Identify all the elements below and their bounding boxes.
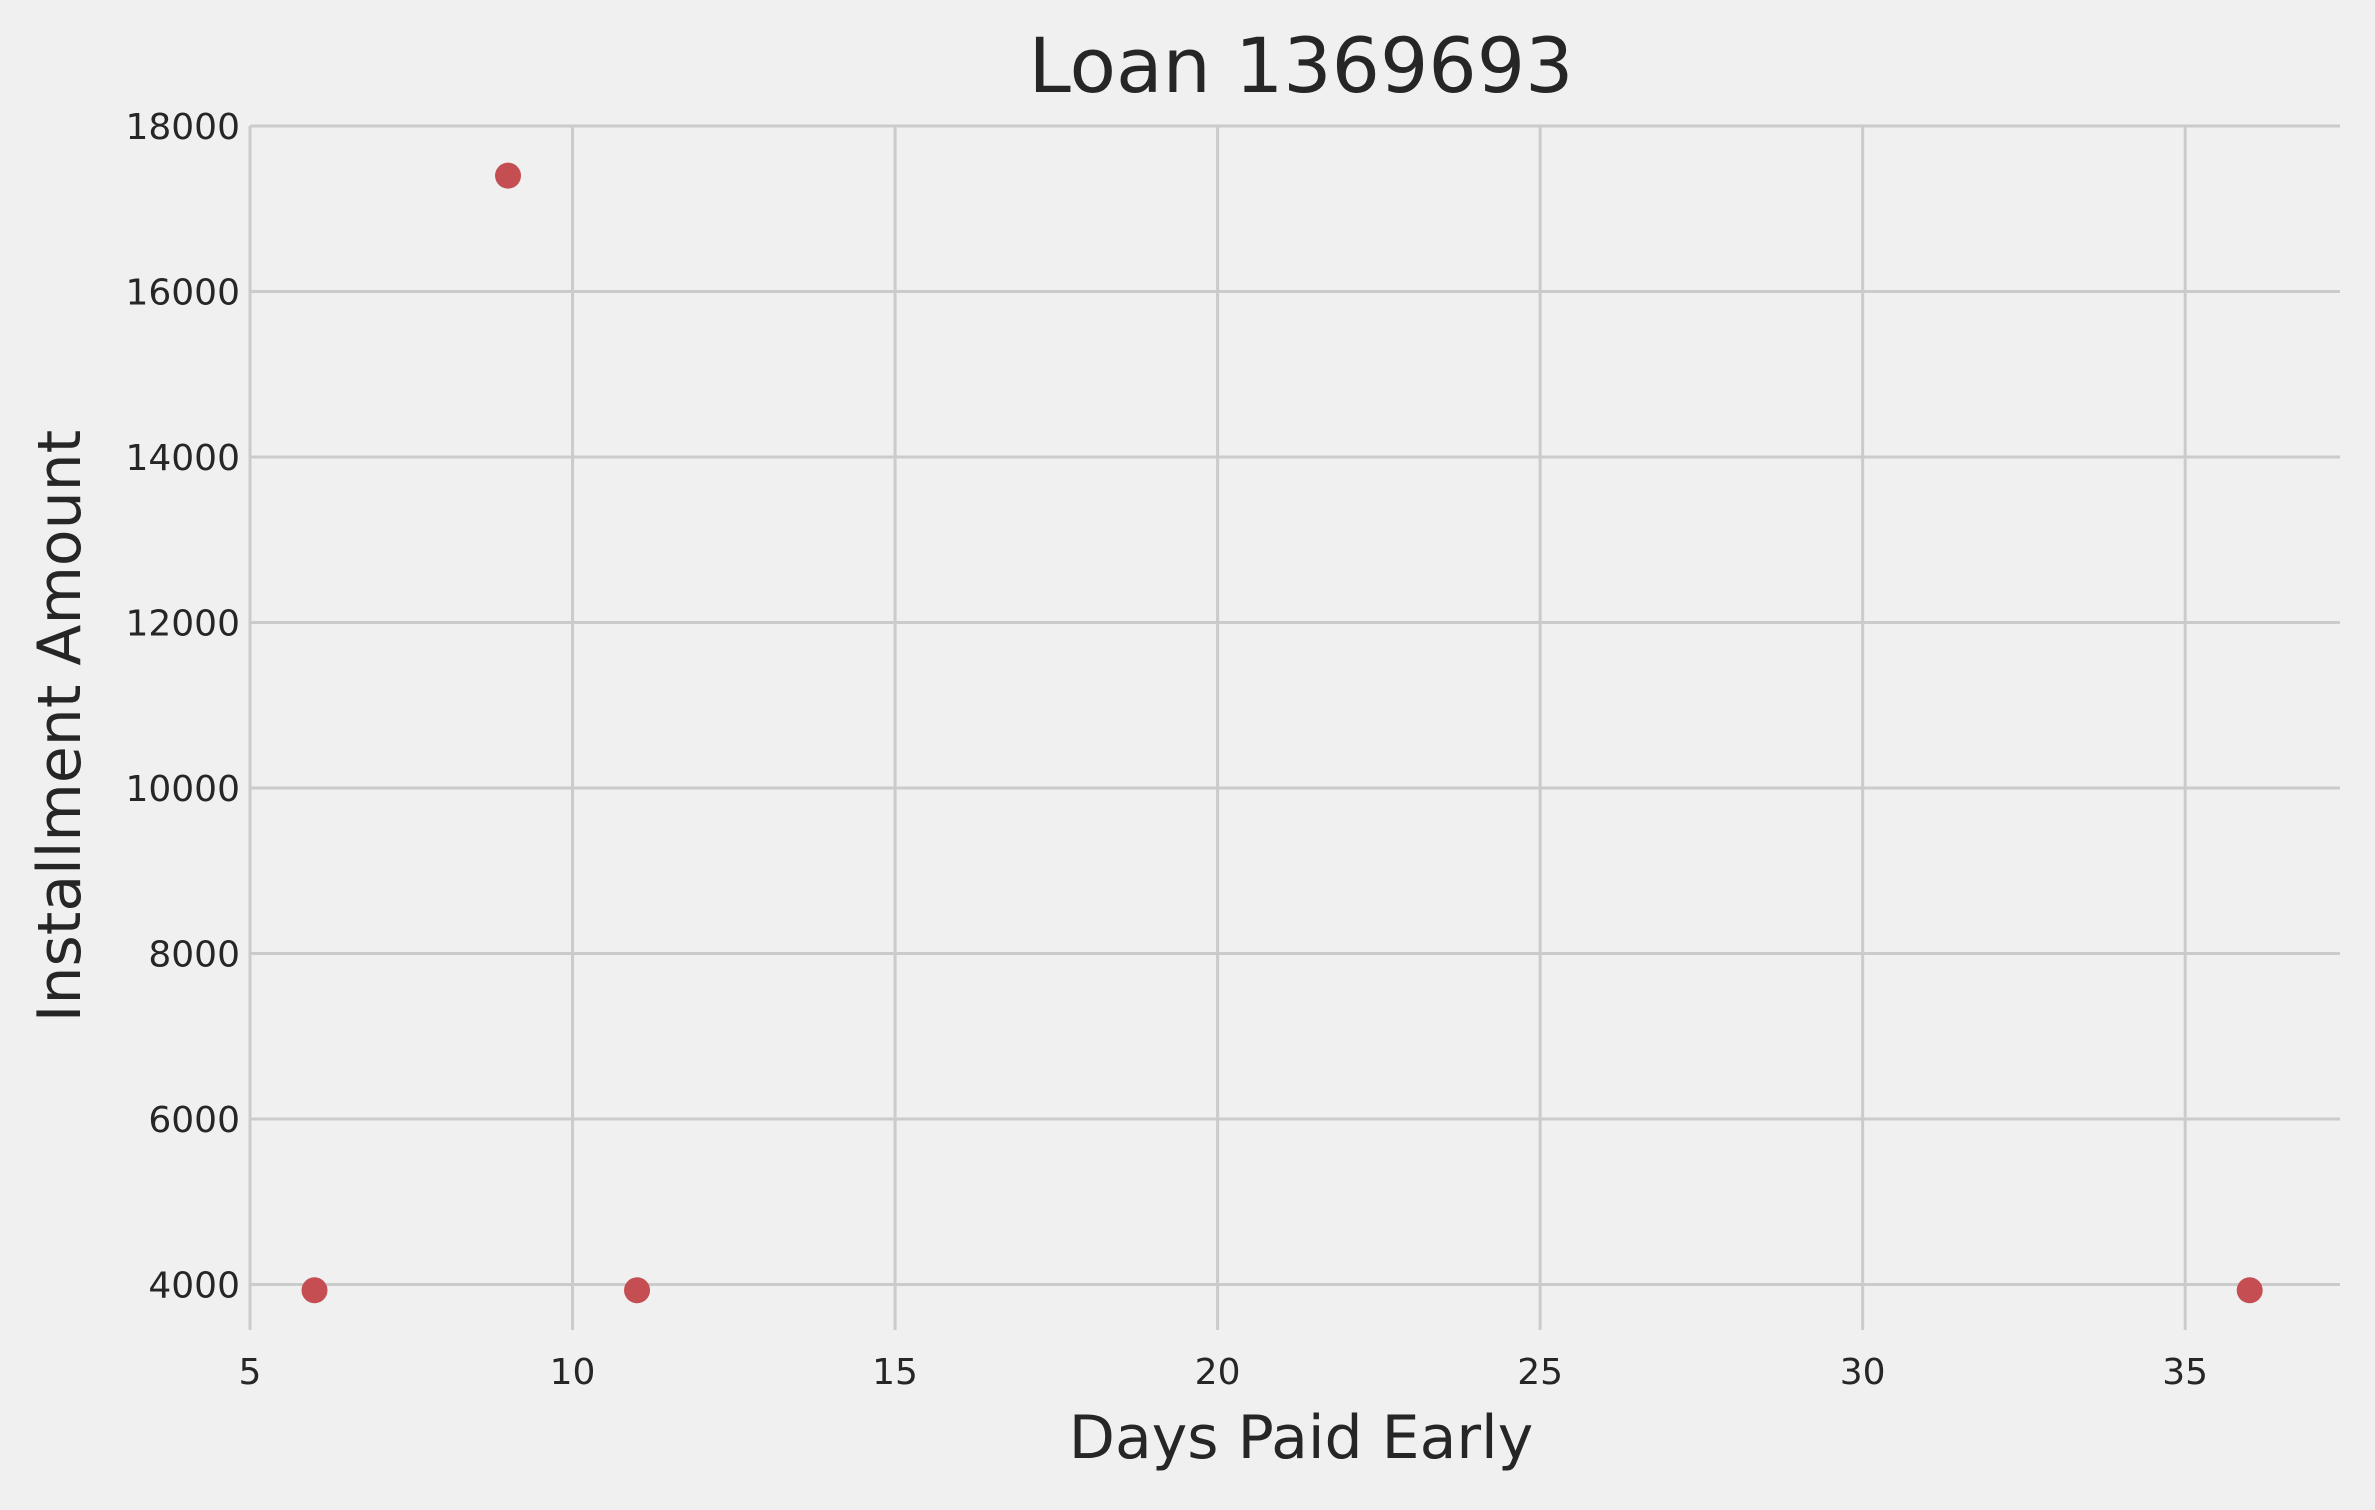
data-points (301, 162, 2263, 1304)
y-tick-label: 12000 (125, 603, 240, 644)
y-tick-label: 18000 (125, 107, 240, 148)
y-tick-label: 14000 (125, 438, 240, 479)
x-tick-label: 5 (239, 1352, 262, 1393)
tick-labels: 5 10 15 20 25 30 35 4000 6000 8000 10000 12000 14000… (125, 107, 2208, 1393)
grid (248, 124, 2340, 1330)
scatter-point (301, 1277, 328, 1304)
y-tick-label: 4000 (148, 1265, 240, 1306)
x-tick-label: 30 (1840, 1352, 1886, 1393)
x-tick-label: 20 (1195, 1352, 1241, 1393)
scatter-point (2236, 1277, 2263, 1304)
chart-title: Loan 1369693 (1029, 21, 1574, 110)
scatter-point (624, 1277, 651, 1304)
y-tick-label: 10000 (125, 769, 240, 810)
x-axis-label: Days Paid Early (1069, 1403, 1533, 1473)
x-tick-label: 10 (550, 1352, 596, 1393)
y-tick-label: 8000 (148, 934, 240, 975)
scatter-point (495, 162, 522, 189)
y-tick-label: 16000 (125, 272, 240, 313)
y-tick-label: 6000 (148, 1100, 240, 1141)
x-tick-label: 15 (872, 1352, 918, 1393)
x-tick-label: 25 (1517, 1352, 1563, 1393)
x-tick-label: 35 (2162, 1352, 2208, 1393)
y-axis-label: Installment Amount (25, 430, 95, 1022)
